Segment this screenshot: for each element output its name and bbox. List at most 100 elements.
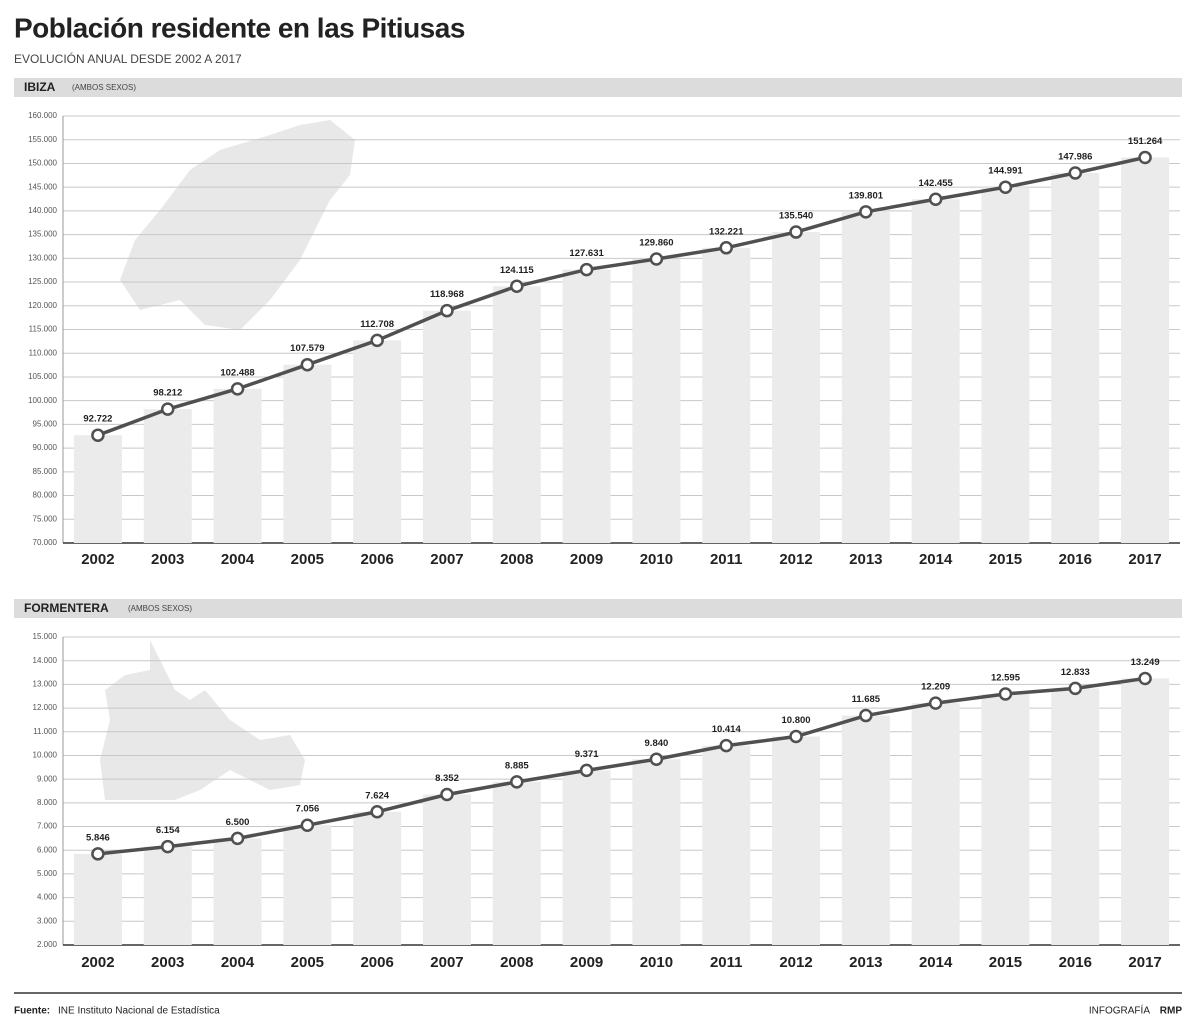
point	[230, 831, 245, 846]
y-tick-label: 5.000	[37, 869, 58, 878]
value-label: 102.488	[220, 367, 254, 378]
bar	[492, 286, 541, 543]
point	[1138, 671, 1152, 686]
x-tick-label: 2004	[221, 551, 255, 568]
y-tick-label: 120.000	[28, 301, 57, 310]
line	[97, 155, 1146, 437]
value-label: 135.540	[779, 211, 813, 222]
point	[510, 279, 524, 294]
y-tick-label: 150.000	[28, 159, 57, 168]
y-tick-label: 13.000	[33, 679, 58, 688]
y-tick-label: 85.000	[33, 467, 58, 476]
bar	[632, 759, 681, 945]
x-tick-label: 2006	[360, 551, 393, 568]
y-tick-label: 3.000	[37, 916, 58, 925]
point	[91, 428, 105, 442]
y-tick-label: 100.000	[28, 396, 57, 405]
panel-header	[14, 78, 1182, 97]
y-tick-label: 12.000	[33, 703, 58, 712]
y-tick-label: 70.000	[33, 538, 58, 547]
panel-title: FORMENTERA	[24, 601, 109, 615]
value-label: 139.801	[849, 190, 884, 201]
x-tick-label: 2003	[151, 551, 184, 568]
bar	[911, 703, 960, 945]
value-label: 5.846	[86, 832, 110, 843]
y-tick-label: 2.000	[37, 940, 58, 949]
point	[370, 805, 384, 819]
bar	[143, 846, 192, 945]
point	[928, 192, 943, 206]
point	[1068, 681, 1083, 696]
value-label: 7.624	[365, 790, 389, 801]
bar	[1051, 688, 1100, 945]
value-label: 124.115	[500, 265, 535, 276]
panel-subtitle: (AMBOS SEXOS)	[128, 604, 192, 613]
x-tick-label: 2011	[710, 551, 743, 568]
x-tick-label: 2012	[779, 954, 812, 971]
point	[300, 357, 315, 372]
y-tick-label: 6.000	[37, 845, 58, 854]
bar	[1121, 678, 1170, 945]
island-ibiza	[120, 120, 355, 330]
x-tick-label: 2003	[151, 954, 184, 971]
point	[649, 752, 664, 767]
x-tick-label: 2005	[291, 551, 324, 568]
x-tick-label: 2013	[849, 551, 882, 568]
y-tick-label: 125.000	[28, 277, 57, 286]
value-label: 98.212	[153, 388, 182, 399]
bar	[1051, 172, 1100, 543]
y-tick-label: 8.000	[37, 798, 58, 807]
y-tick-label: 115.000	[29, 325, 58, 334]
point	[789, 225, 803, 239]
value-label: 127.631	[569, 248, 604, 259]
x-tick-label: 2005	[291, 954, 324, 971]
x-tick-label: 2017	[1128, 954, 1161, 971]
value-label: 7.056	[295, 804, 319, 815]
bar	[422, 794, 471, 945]
bar	[283, 364, 332, 543]
y-tick-label: 105.000	[28, 372, 57, 381]
bar	[841, 715, 890, 945]
value-label: 13.249	[1131, 657, 1160, 668]
value-label: 142.455	[918, 178, 953, 189]
point	[91, 847, 105, 861]
y-tick-label: 160.000	[28, 111, 57, 120]
point	[370, 333, 384, 348]
value-label: 112.708	[360, 319, 394, 330]
bar	[562, 269, 611, 543]
point	[998, 687, 1013, 701]
x-tick-label: 2015	[989, 551, 1022, 568]
island-formentera	[100, 640, 305, 800]
y-tick-label: 75.000	[33, 514, 58, 523]
bar	[73, 435, 122, 543]
x-tick-label: 2008	[500, 954, 533, 971]
point	[789, 729, 803, 744]
panel-title: IBIZA	[24, 80, 56, 94]
value-label: 12.595	[991, 672, 1021, 683]
x-tick-label: 2016	[1059, 551, 1092, 568]
bar	[772, 736, 821, 945]
bar	[213, 388, 262, 543]
bar	[702, 247, 751, 543]
y-tick-label: 9.000	[37, 774, 58, 783]
value-label: 8.352	[435, 773, 459, 784]
point	[300, 818, 315, 832]
panel-subtitle: (AMBOS SEXOS)	[72, 83, 136, 92]
y-tick-label: 11.000	[33, 727, 57, 736]
source: INE Instituto Nacional de Estadística	[58, 1006, 220, 1017]
point	[998, 180, 1013, 194]
x-tick-label: 2014	[919, 551, 953, 568]
x-tick-label: 2010	[640, 551, 673, 568]
y-tick-label: 4.000	[37, 893, 58, 902]
point	[160, 402, 175, 416]
x-tick-label: 2006	[360, 954, 393, 971]
bar	[702, 745, 751, 945]
bar	[981, 187, 1030, 544]
value-label: 12.209	[921, 682, 950, 693]
bar	[772, 232, 821, 543]
credit: RMP	[1160, 1006, 1183, 1017]
y-tick-label: 7.000	[37, 822, 58, 831]
y-tick-label: 155.000	[28, 135, 57, 144]
point	[719, 738, 733, 753]
